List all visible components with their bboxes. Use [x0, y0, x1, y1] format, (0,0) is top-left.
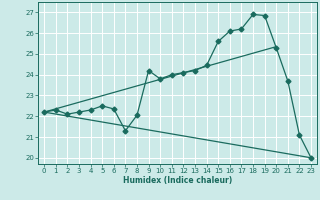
X-axis label: Humidex (Indice chaleur): Humidex (Indice chaleur): [123, 176, 232, 185]
